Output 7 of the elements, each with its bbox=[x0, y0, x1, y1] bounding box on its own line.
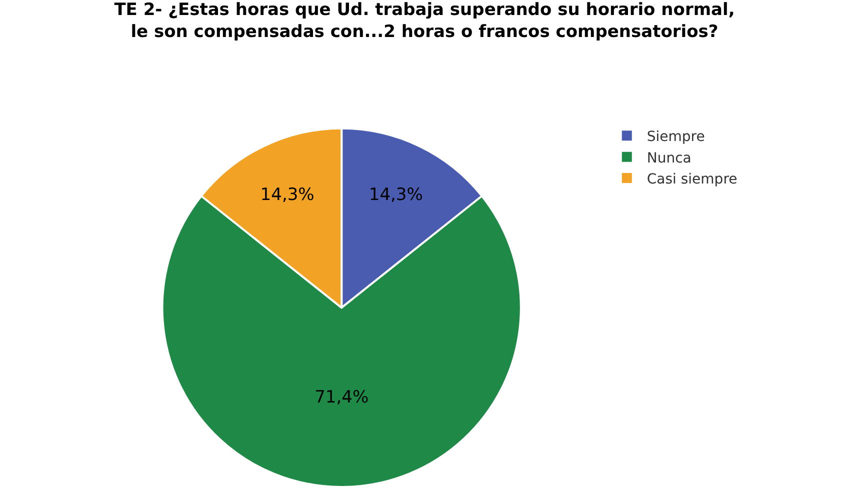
chart-title: TE 2- ¿Estas horas que Ud. trabaja superando su horario normal, le son compensadas con...2 horas o francos compensatorios? bbox=[114, 0, 735, 42]
legend-label: Casi siempre bbox=[646, 172, 738, 188]
data-label: 14,3% bbox=[368, 185, 423, 206]
legend-label: Siempre bbox=[646, 129, 705, 146]
legend-label: Nunca bbox=[646, 150, 692, 166]
data-label: 14,3% bbox=[260, 185, 314, 206]
data-label: 71,4% bbox=[314, 387, 369, 408]
